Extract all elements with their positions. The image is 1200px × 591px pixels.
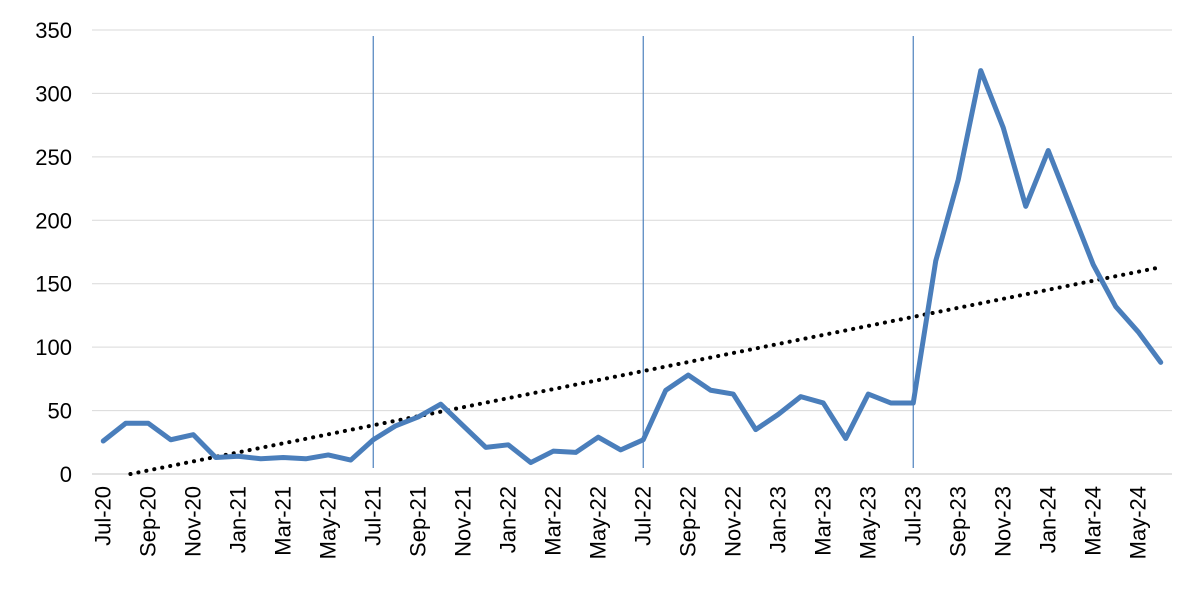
x-tick-label: Sep-23 bbox=[945, 486, 970, 557]
trendline bbox=[128, 265, 1163, 476]
gridlines bbox=[92, 29, 1172, 475]
x-tick-label: Sep-22 bbox=[675, 486, 700, 557]
x-tick-label: May-21 bbox=[315, 486, 340, 559]
x-tick-label: Jul-23 bbox=[900, 486, 925, 546]
x-tick-label: Mar-22 bbox=[540, 486, 565, 556]
x-tick-label: Jul-21 bbox=[360, 486, 385, 546]
series-lines bbox=[100, 68, 1164, 466]
y-tick-label: 350 bbox=[35, 18, 72, 43]
y-tick-label: 150 bbox=[35, 272, 72, 297]
y-tick-label: 100 bbox=[35, 335, 72, 360]
y-tick-label: 300 bbox=[35, 81, 72, 106]
x-tick-label: Jan-24 bbox=[1035, 486, 1060, 553]
x-tick-label: Nov-22 bbox=[720, 486, 745, 557]
x-tick-label: Jan-23 bbox=[765, 486, 790, 553]
vertical-markers bbox=[372, 36, 914, 468]
y-tick-label: 200 bbox=[35, 208, 72, 233]
x-tick-label: Nov-21 bbox=[450, 486, 475, 557]
x-tick-label: Mar-21 bbox=[270, 486, 295, 556]
x-axis-tick-labels: Jul-20 Sep-20 Nov-20 Jan-21 Mar-21 May-21 Jul-… bbox=[90, 486, 1150, 559]
x-tick-label: Mar-23 bbox=[810, 486, 835, 556]
y-tick-label: 50 bbox=[48, 399, 72, 424]
x-tick-label: Sep-21 bbox=[405, 486, 430, 557]
x-tick-label: Jul-22 bbox=[630, 486, 655, 546]
y-tick-label: 0 bbox=[60, 462, 72, 487]
y-tick-label: 250 bbox=[35, 145, 72, 170]
x-tick-label: Nov-23 bbox=[990, 486, 1015, 557]
x-tick-label: Jan-22 bbox=[495, 486, 520, 553]
x-tick-label: Jan-21 bbox=[225, 486, 250, 553]
x-tick-label: May-23 bbox=[855, 486, 880, 559]
trendline-dotted bbox=[128, 265, 1163, 476]
y-axis-tick-labels: 0 50 100 150 200 250 300 350 bbox=[35, 18, 72, 487]
x-tick-label: Mar-24 bbox=[1080, 486, 1105, 556]
x-tick-label: Jul-20 bbox=[90, 486, 115, 546]
x-tick-label: Nov-20 bbox=[180, 486, 205, 557]
x-tick-label: May-22 bbox=[585, 486, 610, 559]
series-line-0 bbox=[100, 68, 1164, 466]
x-tick-label: Sep-20 bbox=[135, 486, 160, 557]
x-tick-label: May-24 bbox=[1125, 486, 1150, 559]
